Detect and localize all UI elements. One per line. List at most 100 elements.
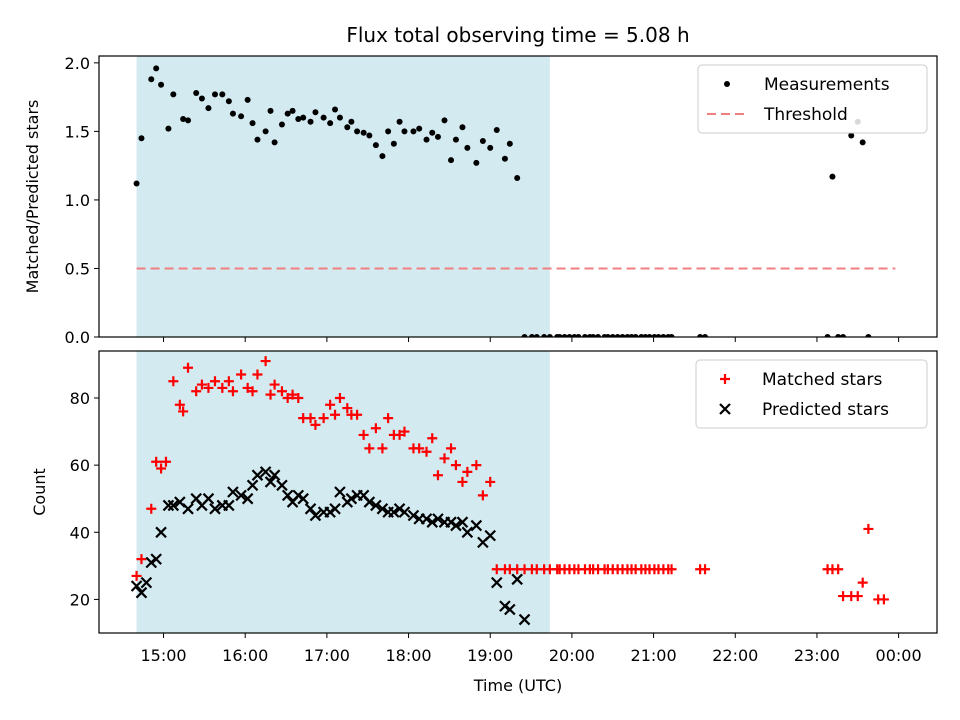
data-point bbox=[470, 519, 483, 532]
data-point bbox=[185, 117, 192, 124]
data-point bbox=[160, 456, 171, 467]
data-point bbox=[348, 118, 355, 125]
data-point bbox=[193, 90, 200, 97]
x-tick-label: 17:00 bbox=[304, 646, 350, 665]
data-point bbox=[183, 362, 194, 373]
data-point bbox=[501, 155, 508, 162]
data-point bbox=[479, 137, 486, 144]
data-point bbox=[227, 486, 239, 498]
legend-swatch bbox=[720, 374, 730, 384]
data-point bbox=[284, 110, 291, 117]
data-point bbox=[829, 173, 836, 180]
data-point bbox=[461, 526, 474, 539]
legend-label: Matched stars bbox=[762, 370, 882, 390]
y-tick-label: 0.5 bbox=[65, 259, 90, 278]
series-measurements bbox=[133, 0, 887, 337]
data-point bbox=[457, 476, 468, 487]
data-point bbox=[865, 334, 872, 337]
data-point bbox=[138, 135, 145, 142]
data-point bbox=[390, 140, 397, 147]
data-point bbox=[165, 125, 172, 132]
data-point bbox=[556, 334, 563, 337]
data-point bbox=[448, 157, 455, 164]
x-tick-label: 21:00 bbox=[631, 646, 677, 665]
data-point bbox=[167, 499, 180, 512]
data-point bbox=[487, 144, 494, 151]
data-point bbox=[276, 479, 288, 492]
data-point bbox=[205, 105, 212, 112]
legend: Measurements Threshold bbox=[697, 64, 928, 134]
data-point bbox=[429, 129, 436, 136]
data-point bbox=[148, 76, 155, 83]
data-point bbox=[262, 128, 269, 135]
data-point bbox=[852, 591, 863, 602]
plot-area bbox=[133, 0, 896, 337]
data-point bbox=[485, 476, 496, 487]
data-point bbox=[366, 132, 373, 139]
data-point bbox=[162, 499, 175, 512]
ratio-panel: 0.0 0.5 1.0 1.5 2.0 Matched/Predicted stars Me… bbox=[23, 0, 938, 347]
data-point bbox=[289, 107, 296, 114]
y-tick-label: 0.0 bbox=[65, 328, 90, 347]
data-point bbox=[432, 470, 443, 481]
data-point bbox=[521, 334, 528, 337]
data-point bbox=[209, 376, 220, 387]
data-point bbox=[614, 334, 621, 337]
data-point bbox=[136, 554, 147, 565]
data-point bbox=[211, 91, 218, 98]
data-point bbox=[561, 334, 568, 337]
data-point bbox=[881, 0, 887, 3]
data-point bbox=[131, 570, 142, 581]
y-tick-label: 80 bbox=[70, 389, 90, 408]
data-point bbox=[209, 503, 221, 515]
y-tick-label: 20 bbox=[70, 590, 90, 609]
data-point bbox=[265, 389, 276, 400]
data-point bbox=[666, 564, 677, 575]
data-point bbox=[434, 133, 441, 140]
chart-title: Flux total observing time = 5.08 h bbox=[346, 23, 689, 47]
x-tick-label: 23:00 bbox=[794, 646, 840, 665]
y-tick-label: 60 bbox=[70, 456, 90, 475]
data-point bbox=[364, 443, 375, 454]
data-point bbox=[456, 516, 469, 528]
data-point bbox=[452, 136, 459, 143]
data-point bbox=[566, 334, 573, 337]
plot-area bbox=[130, 356, 889, 626]
data-point bbox=[835, 334, 842, 337]
data-point bbox=[407, 509, 420, 522]
data-point bbox=[295, 116, 302, 123]
legend-label: Measurements bbox=[764, 75, 890, 95]
data-point bbox=[414, 443, 425, 454]
data-point bbox=[595, 334, 602, 337]
data-point bbox=[490, 576, 503, 589]
data-point bbox=[660, 334, 667, 337]
data-point bbox=[219, 91, 226, 98]
data-point bbox=[388, 506, 400, 518]
data-point bbox=[259, 466, 272, 478]
data-point bbox=[514, 174, 521, 181]
data-point bbox=[528, 334, 535, 337]
data-point bbox=[130, 580, 143, 592]
data-point bbox=[133, 180, 140, 187]
data-point bbox=[140, 576, 153, 589]
data-point bbox=[155, 526, 167, 539]
data-point bbox=[293, 393, 304, 403]
data-point bbox=[271, 139, 278, 146]
data-point bbox=[875, 0, 881, 3]
x-tick-label: 19:00 bbox=[467, 646, 513, 665]
legend-swatch bbox=[719, 403, 731, 415]
data-point bbox=[702, 334, 709, 337]
count-panel: 20 40 60 80 Count 15:00 16:00 17:00 18:00 19:00 20… bbox=[30, 350, 938, 665]
data-point bbox=[857, 577, 868, 588]
x-tick-label: 15:00 bbox=[140, 646, 186, 665]
data-point bbox=[646, 334, 653, 337]
series-predicted-stars bbox=[130, 466, 531, 626]
data-point bbox=[824, 334, 831, 337]
y-tick-label: 2.0 bbox=[65, 54, 90, 73]
data-point bbox=[307, 118, 314, 125]
data-point bbox=[376, 503, 389, 515]
x-tick-label: 22:00 bbox=[712, 646, 758, 665]
data-point bbox=[304, 503, 317, 515]
data-point bbox=[697, 334, 704, 337]
data-point bbox=[260, 356, 271, 367]
